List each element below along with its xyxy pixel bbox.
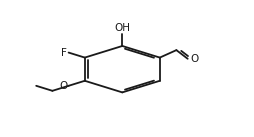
Text: O: O bbox=[59, 81, 68, 91]
Text: F: F bbox=[61, 48, 67, 58]
Text: O: O bbox=[190, 54, 198, 64]
Text: OH: OH bbox=[114, 23, 130, 33]
